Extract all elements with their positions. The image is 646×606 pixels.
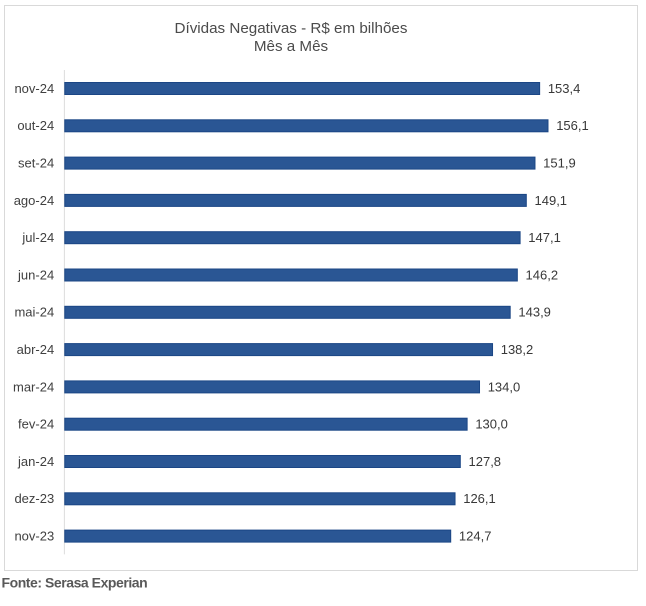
svg-text:147,1: 147,1 [528,230,561,245]
svg-text:dez-23: dez-23 [14,491,54,506]
svg-text:out-24: out-24 [17,118,54,133]
svg-text:130,0: 130,0 [475,417,508,432]
svg-text:fev-24: fev-24 [18,417,54,432]
svg-text:Mês a Mês: Mês a Mês [254,38,329,55]
svg-text:jan-24: jan-24 [17,454,54,469]
svg-text:143,9: 143,9 [518,305,551,320]
svg-text:Dívidas Negativas - R$ em bilh: Dívidas Negativas - R$ em bilhões [175,20,408,37]
svg-text:jul-24: jul-24 [21,230,54,245]
svg-text:ago-24: ago-24 [14,193,54,208]
svg-text:124,7: 124,7 [459,529,492,544]
svg-text:134,0: 134,0 [488,379,521,394]
svg-text:mar-24: mar-24 [13,379,54,394]
svg-text:nov-24: nov-24 [14,81,54,96]
svg-text:151,9: 151,9 [543,156,576,171]
svg-text:138,2: 138,2 [501,342,534,357]
svg-text:153,4: 153,4 [548,81,581,96]
svg-text:156,1: 156,1 [556,118,589,133]
svg-text:jun-24: jun-24 [17,267,54,282]
svg-text:mai-24: mai-24 [14,305,54,320]
svg-text:126,1: 126,1 [463,491,496,506]
svg-text:nov-23: nov-23 [14,529,54,544]
svg-text:abr-24: abr-24 [17,342,55,357]
svg-text:Fonte: Serasa Experian: Fonte: Serasa Experian [2,575,148,591]
svg-text:127,8: 127,8 [469,454,502,469]
svg-text:149,1: 149,1 [535,193,568,208]
svg-text:set-24: set-24 [18,156,54,171]
svg-text:146,2: 146,2 [526,267,559,282]
